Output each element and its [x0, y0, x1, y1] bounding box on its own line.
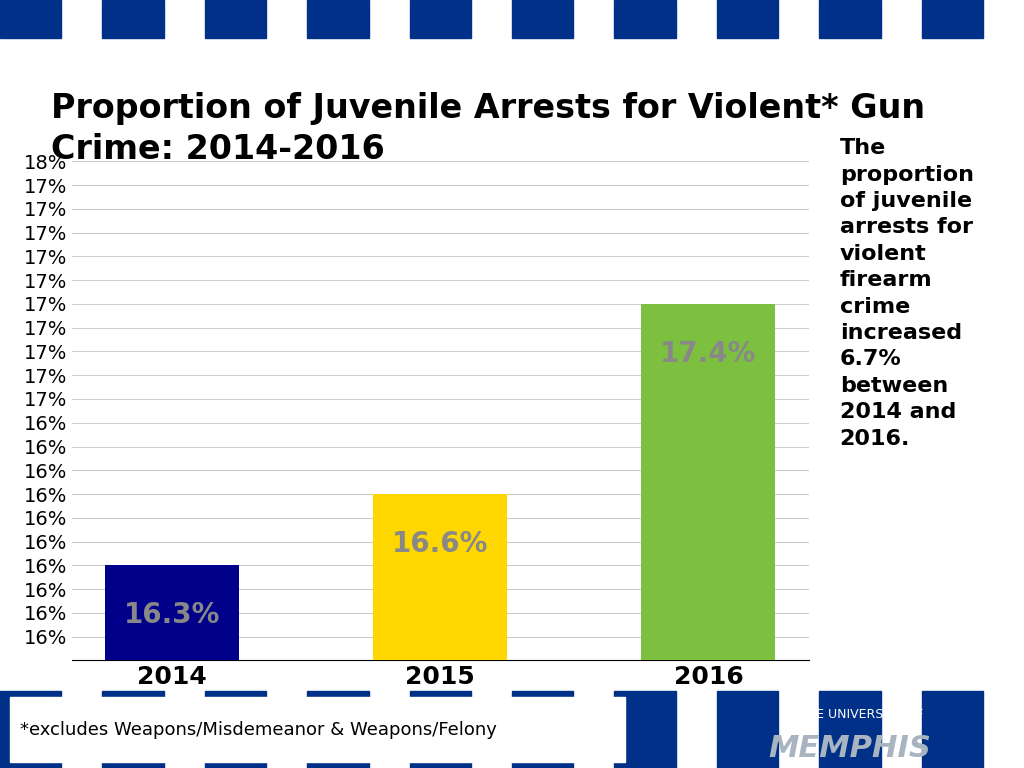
Bar — [819, 691, 881, 768]
Bar — [105, 565, 240, 768]
Bar — [614, 691, 676, 768]
Bar — [0, 0, 61, 38]
Bar — [512, 0, 573, 38]
Bar — [0, 691, 61, 768]
Bar — [205, 691, 266, 768]
Bar — [512, 691, 573, 768]
Text: 17.4%: 17.4% — [660, 339, 757, 368]
Bar — [374, 494, 507, 768]
Text: THE UNIVERSITY OF: THE UNIVERSITY OF — [799, 708, 923, 720]
Bar — [641, 304, 775, 768]
Text: 16.3%: 16.3% — [124, 601, 220, 629]
Text: MEMPHIS: MEMPHIS — [768, 734, 931, 763]
Text: The
proportion
of juvenile
arrests for
violent
firearm
crime
increased
6.7%
betw: The proportion of juvenile arrests for v… — [840, 138, 974, 449]
Bar — [307, 0, 369, 38]
Text: 16.6%: 16.6% — [392, 530, 488, 558]
Bar — [717, 0, 778, 38]
FancyBboxPatch shape — [10, 697, 625, 762]
Bar — [410, 691, 471, 768]
Bar — [410, 0, 471, 38]
Text: *excludes Weapons/Misdemeanor & Weapons/Felony: *excludes Weapons/Misdemeanor & Weapons/… — [20, 720, 498, 739]
Bar — [717, 691, 778, 768]
Bar — [205, 0, 266, 38]
Text: Proportion of Juvenile Arrests for Violent* Gun
Crime: 2014-2016: Proportion of Juvenile Arrests for Viole… — [51, 92, 926, 166]
Bar — [922, 691, 983, 768]
Bar — [102, 0, 164, 38]
Bar — [102, 691, 164, 768]
Bar — [819, 0, 881, 38]
Bar — [922, 0, 983, 38]
Bar — [614, 0, 676, 38]
Bar — [307, 691, 369, 768]
